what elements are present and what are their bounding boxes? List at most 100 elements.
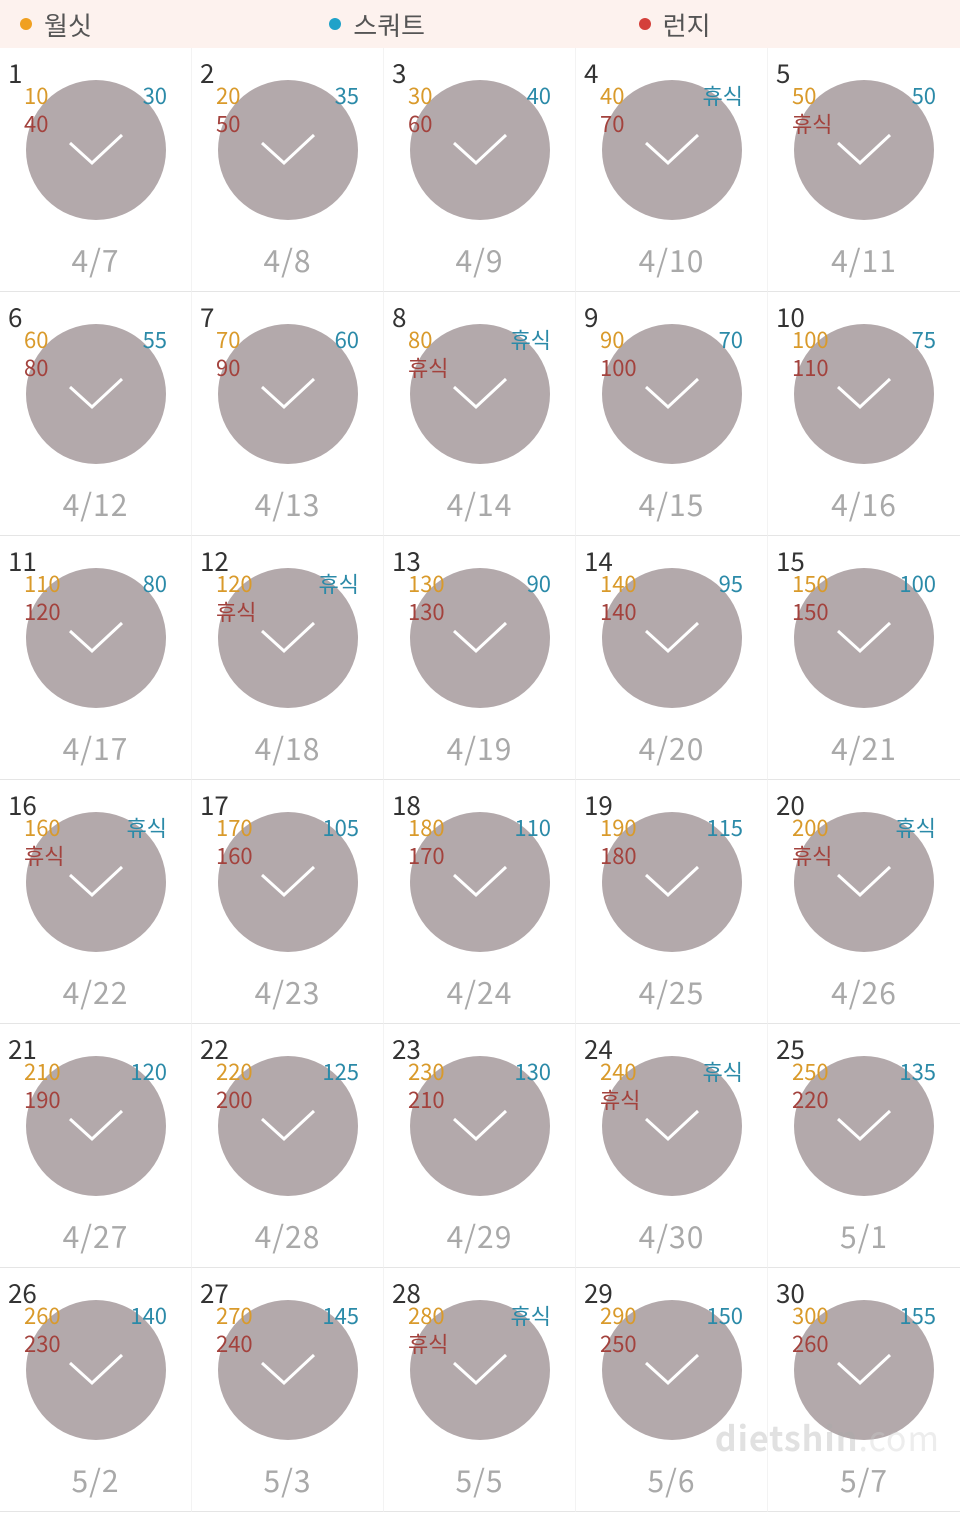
legend-item-wallsit: 월싯 [20,6,321,43]
value-wallsit: 90 [600,326,668,354]
value-wallsit: 10 [24,82,92,110]
value-squat: 105 [292,814,360,842]
day-date: 4/21 [831,725,897,769]
value-squat: 125 [292,1058,360,1086]
day-index: 8 [392,298,406,335]
day-index: 2 [200,54,214,91]
day-cell[interactable]: 14140951404/20 [576,536,768,780]
day-date: 4/26 [831,969,897,1013]
value-wallsit: 30 [408,82,476,110]
day-cell[interactable]: 66055804/12 [0,292,192,536]
day-cell[interactable]: 11030404/7 [0,48,192,292]
value-wallsit: 230 [408,1058,476,1086]
day-cell[interactable]: 24240휴식휴식4/30 [576,1024,768,1268]
value-squat: 140 [100,1302,168,1330]
day-values: 5050휴식 [792,82,936,137]
value-wallsit: 70 [216,326,284,354]
value-lunge: 190 [24,1086,92,1114]
value-wallsit: 60 [24,326,92,354]
day-cell[interactable]: 292901502505/6 [576,1268,768,1512]
legend-label-wallsit: 월싯 [44,6,92,43]
day-cell[interactable]: 11110801204/17 [0,536,192,780]
value-lunge: 230 [24,1330,92,1358]
day-cell[interactable]: 440휴식704/10 [576,48,768,292]
value-lunge: 휴식 [792,842,860,870]
value-lunge: 240 [216,1330,284,1358]
day-cell[interactable]: 77060904/13 [192,292,384,536]
value-squat: 휴식 [484,326,552,354]
day-values: 300155260 [792,1302,936,1357]
day-cell[interactable]: 222201252004/28 [192,1024,384,1268]
day-cell[interactable]: 171701051604/23 [192,780,384,1024]
day-values: 120휴식휴식 [216,570,359,625]
day-cell[interactable]: 33040604/9 [384,48,576,292]
day-values: 13090130 [408,570,551,625]
value-squat: 휴식 [484,1302,552,1330]
day-cell[interactable]: 232301302104/29 [384,1024,576,1268]
value-lunge: 60 [408,110,476,138]
value-wallsit: 280 [408,1302,476,1330]
day-cell[interactable]: 990701004/15 [576,292,768,536]
day-cell[interactable]: 151501001504/21 [768,536,960,780]
value-squat: 130 [484,1058,552,1086]
value-wallsit: 200 [792,814,860,842]
value-wallsit: 150 [792,570,860,598]
day-cell[interactable]: 16160휴식휴식4/22 [0,780,192,1024]
value-wallsit: 80 [408,326,476,354]
day-cell[interactable]: 272701452405/3 [192,1268,384,1512]
day-cell[interactable]: 880휴식휴식4/14 [384,292,576,536]
value-lunge: 140 [600,598,668,626]
day-date: 4/20 [639,725,705,769]
value-lunge: 90 [216,354,284,382]
day-index: 5 [776,54,790,91]
value-wallsit: 250 [792,1058,860,1086]
day-cell[interactable]: 13130901304/19 [384,536,576,780]
day-cell[interactable]: 252501352205/1 [768,1024,960,1268]
day-cell[interactable]: 10100751104/16 [768,292,960,536]
day-index: 7 [200,298,214,335]
day-values: 190115180 [600,814,743,869]
day-values: 150100150 [792,570,936,625]
day-date: 4/27 [63,1213,129,1257]
value-lunge: 40 [24,110,92,138]
day-values: 200휴식휴식 [792,814,936,869]
day-values: 605580 [24,326,167,381]
day-cell[interactable]: 181801101704/24 [384,780,576,1024]
value-squat: 50 [868,82,936,110]
value-wallsit: 120 [216,570,284,598]
day-values: 40휴식70 [600,82,743,137]
legend-label-squat: 스쿼트 [353,6,425,43]
day-values: 304060 [408,82,551,137]
value-squat: 휴식 [676,82,744,110]
value-lunge: 휴식 [600,1086,668,1114]
value-wallsit: 180 [408,814,476,842]
day-cell[interactable]: 20200휴식휴식4/26 [768,780,960,1024]
legend-dot-wallsit [20,18,32,30]
day-cell[interactable]: 55050휴식4/11 [768,48,960,292]
day-cell[interactable]: 303001552605/7dietshin.com [768,1268,960,1512]
day-cell[interactable]: 212101201904/27 [0,1024,192,1268]
day-cell[interactable]: 28280휴식휴식5/5 [384,1268,576,1512]
value-wallsit: 170 [216,814,284,842]
day-date: 4/25 [639,969,705,1013]
day-index: 4 [584,54,598,91]
day-date: 4/16 [831,481,897,525]
day-date: 4/12 [63,481,129,525]
day-cell[interactable]: 12120휴식휴식4/18 [192,536,384,780]
value-squat: 35 [292,82,360,110]
day-cell[interactable]: 262601402305/2 [0,1268,192,1512]
day-values: 80휴식휴식 [408,326,551,381]
value-wallsit: 40 [600,82,668,110]
value-squat: 90 [484,570,552,598]
value-wallsit: 130 [408,570,476,598]
value-squat: 95 [676,570,744,598]
legend-bar: 월싯 스쿼트 런지 [0,0,960,48]
value-squat: 75 [868,326,936,354]
day-values: 706090 [216,326,359,381]
day-date: 4/15 [639,481,705,525]
day-cell[interactable]: 191901151804/25 [576,780,768,1024]
day-cell[interactable]: 22035504/8 [192,48,384,292]
day-values: 10075110 [792,326,936,381]
value-lunge: 110 [792,354,860,382]
value-wallsit: 210 [24,1058,92,1086]
